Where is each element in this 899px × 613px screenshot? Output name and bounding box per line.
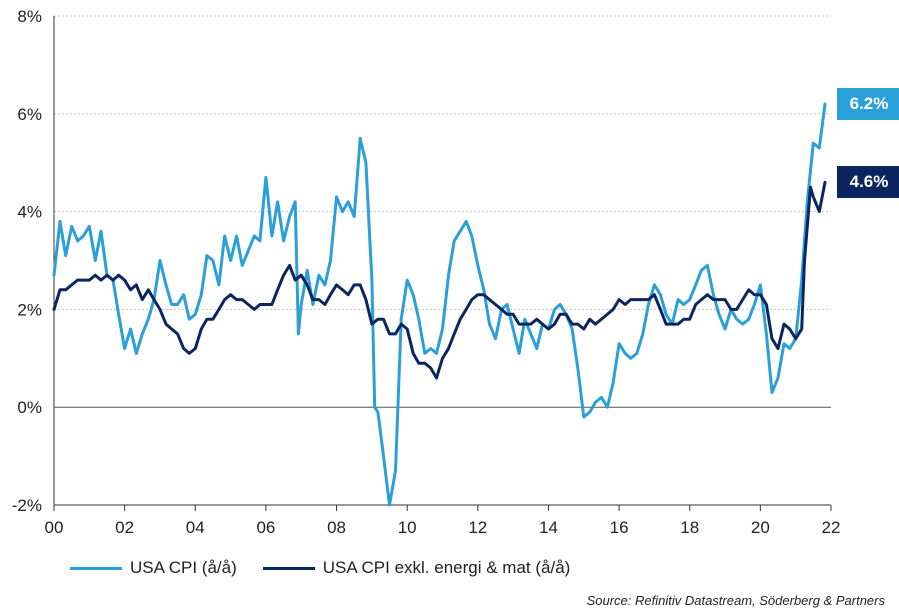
x-tick-label: 22 — [822, 518, 841, 537]
source-note: Source: Refinitiv Datastream, Söderberg … — [586, 593, 885, 608]
series-layer — [52, 102, 827, 507]
y-tick-label: 0% — [17, 398, 42, 417]
x-tick-label: 02 — [115, 518, 134, 537]
legend-swatch-cpi — [70, 566, 122, 570]
x-tick-label: 14 — [539, 518, 558, 537]
x-tick-label: 12 — [468, 518, 487, 537]
legend-swatch-core-cpi — [262, 566, 315, 570]
x-tick-label: 08 — [327, 518, 346, 537]
x-tick-label: 00 — [45, 518, 64, 537]
x-tick-label: 16 — [610, 518, 629, 537]
y-tick-label: -2% — [12, 496, 42, 515]
x-tick-label: 18 — [680, 518, 699, 537]
y-tick-label: 4% — [17, 203, 42, 222]
series-2-end-label: 4.6% — [837, 166, 899, 199]
x-tick-label: 04 — [186, 518, 205, 537]
legend-item-cpi: USA CPI (å/å) — [70, 558, 237, 578]
series-line-1 — [52, 102, 827, 507]
axes: -2% 0% 2% 4% 6% 8% 00 02 04 06 08 10 12 14 16 18 20 22 — [12, 7, 841, 537]
legend: USA CPI (å/å) USA CPI exkl. energi & mat… — [70, 558, 596, 578]
legend-label-cpi: USA CPI (å/å) — [130, 558, 237, 577]
y-tick-label: 8% — [17, 7, 42, 26]
grid — [54, 15, 831, 506]
y-tick-label: 6% — [17, 105, 42, 124]
y-tick-label: 2% — [17, 300, 42, 319]
x-tick-label: 20 — [751, 518, 770, 537]
x-tick-label: 06 — [256, 518, 275, 537]
legend-label-core-cpi: USA CPI exkl. energi & mat (å/å) — [322, 558, 571, 577]
legend-item-core-cpi: USA CPI exkl. energi & mat (å/å) — [262, 558, 571, 578]
series-1-end-label: 6.2% — [837, 88, 899, 121]
x-tick-label: 10 — [398, 518, 417, 537]
series-line-2 — [52, 180, 827, 380]
